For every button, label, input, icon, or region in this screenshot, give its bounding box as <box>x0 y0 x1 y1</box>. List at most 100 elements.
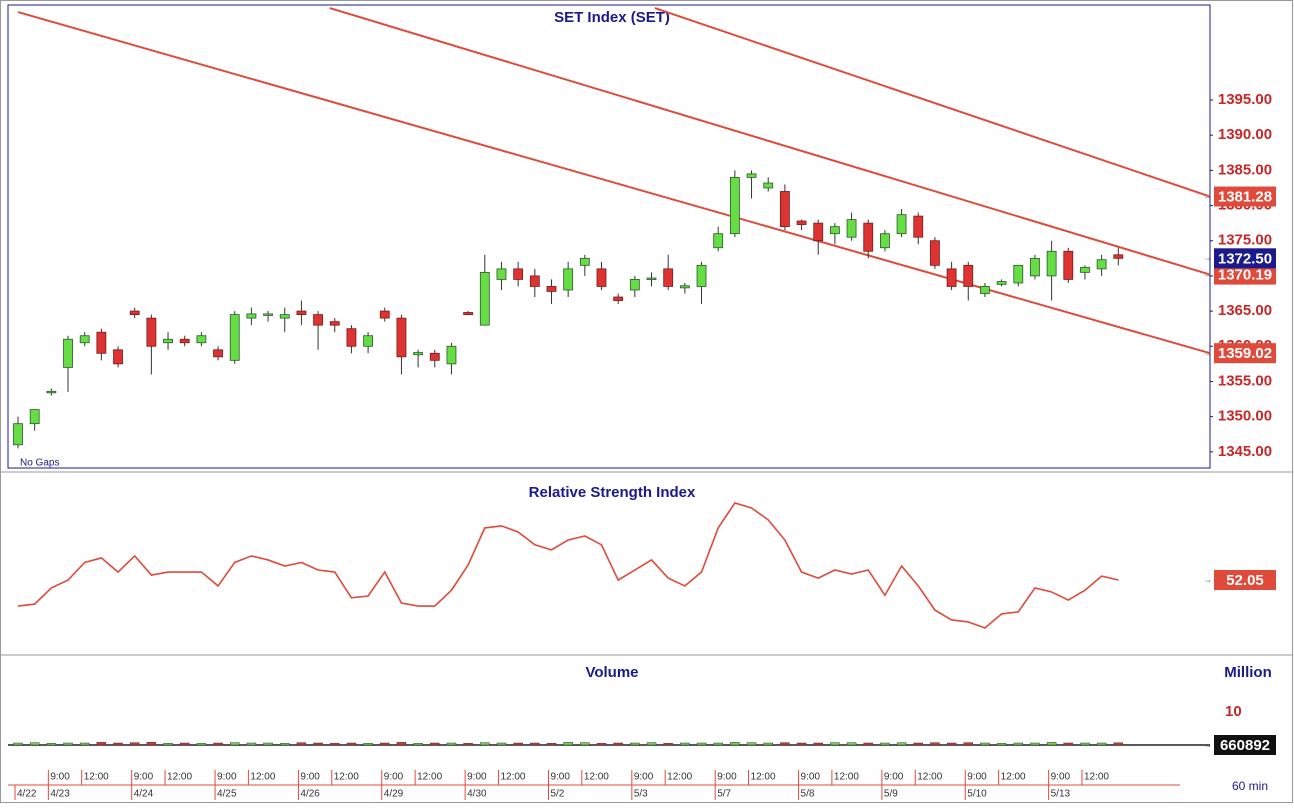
x-date-label: 4/29 <box>384 789 404 800</box>
candle-body <box>429 352 440 361</box>
volume-bar <box>513 742 523 746</box>
candle-body <box>463 312 474 316</box>
y-tick-label: 1375.00 <box>1218 232 1272 249</box>
candle-body <box>96 331 107 354</box>
rsi-last-label-box <box>1214 569 1276 590</box>
volume-bar <box>530 742 540 746</box>
volume-bar <box>946 742 957 746</box>
volume-bar <box>780 742 790 746</box>
volume-bar <box>1063 742 1074 746</box>
volume-last-box <box>1214 735 1276 755</box>
volume-bar <box>480 742 490 746</box>
volume-bar <box>696 742 707 746</box>
volume-bar <box>313 742 323 746</box>
candle-body <box>496 268 507 280</box>
candle-body <box>563 268 574 291</box>
volume-bar <box>1113 742 1124 746</box>
candle-body <box>279 314 290 319</box>
x-date-label: 5/2 <box>550 789 564 800</box>
volume-bar <box>713 742 723 746</box>
x-date-label: 5/10 <box>967 789 987 800</box>
volume-bar <box>830 742 840 746</box>
channel-label: 1359.02 <box>1218 345 1272 362</box>
channel-label-box <box>1214 264 1276 285</box>
volume-bar <box>880 742 890 746</box>
candle-body <box>763 182 774 189</box>
x-time-label: 9:00 <box>550 772 570 783</box>
volume-bar <box>13 742 23 746</box>
channel-line <box>17 11 1211 355</box>
volume-bar <box>380 742 390 746</box>
volume-bar <box>129 742 140 746</box>
candle-body <box>796 220 807 225</box>
candle-body <box>479 271 490 326</box>
volume-bar <box>213 742 223 746</box>
x-date-label: 5/13 <box>1051 789 1071 800</box>
candle-body <box>213 349 223 358</box>
volume-bar <box>563 742 573 746</box>
volume-bar <box>846 742 857 746</box>
x-date-label: 5/8 <box>801 789 815 800</box>
rsi-last-label-arrow: → <box>1203 574 1212 584</box>
x-time-label: 12:00 <box>167 772 192 783</box>
x-date-label: 4/23 <box>50 789 70 800</box>
candle-body <box>529 275 540 287</box>
candle-body <box>196 335 207 344</box>
price-panel <box>7 4 1211 469</box>
candle-body <box>29 409 40 425</box>
candle-body <box>46 390 57 394</box>
candle-body <box>13 423 23 446</box>
volume-bar <box>446 742 457 746</box>
channel-label-box <box>1214 343 1276 364</box>
candle-body <box>296 310 307 316</box>
y-tick-label: 1395.00 <box>1218 91 1272 108</box>
candle-body <box>779 191 790 228</box>
candle-body <box>63 338 73 368</box>
volume-bar <box>296 742 307 746</box>
x-date-label: 4/30 <box>467 789 487 800</box>
x-date-label: 5/9 <box>884 789 898 800</box>
channel-line <box>654 7 1211 198</box>
candle-body <box>646 277 657 280</box>
candle-body <box>263 313 273 316</box>
candle-body <box>1113 254 1124 259</box>
volume-bar <box>596 743 607 746</box>
x-date-label: 4/24 <box>134 789 154 800</box>
candle-body <box>513 268 524 280</box>
candle-body <box>413 352 424 356</box>
volume-bar <box>863 742 873 746</box>
x-time-label: 12:00 <box>1084 772 1109 783</box>
candle-body <box>613 296 624 301</box>
candle-body <box>163 338 173 344</box>
x-time-label: 9:00 <box>1051 772 1071 783</box>
volume-bar <box>963 742 974 746</box>
candle-body <box>1080 267 1090 273</box>
candle-body <box>1046 250 1057 277</box>
rsi-last-label: 52.05 <box>1226 572 1264 589</box>
volume-arrow: → <box>1203 739 1212 749</box>
volume-bar <box>196 743 207 746</box>
candle-body <box>980 286 990 294</box>
candle-body <box>1013 264 1024 284</box>
x-time-label: 9:00 <box>384 772 404 783</box>
volume-bar <box>496 742 507 746</box>
volume-bar <box>146 742 157 746</box>
volume-bar <box>1096 742 1107 746</box>
chart-title: SET Index (SET) <box>554 9 670 26</box>
x-time-label: 12:00 <box>334 772 359 783</box>
volume-bar <box>430 742 440 746</box>
volume-bar <box>29 742 40 746</box>
candle-body <box>579 257 590 266</box>
candle-body <box>813 222 824 242</box>
candle-body <box>1030 257 1040 277</box>
candle-body <box>829 226 840 235</box>
volume-bar <box>763 742 773 746</box>
y-tick-label: 1350.00 <box>1218 408 1272 425</box>
volume-bar <box>463 743 473 746</box>
x-time-label: 9:00 <box>467 772 487 783</box>
x-time-label: 12:00 <box>417 772 442 783</box>
volume-bar <box>1046 742 1057 746</box>
x-date-label: 4/26 <box>300 789 320 800</box>
x-time-label: 9:00 <box>884 772 904 783</box>
channel-label: 1381.28 <box>1218 189 1272 206</box>
